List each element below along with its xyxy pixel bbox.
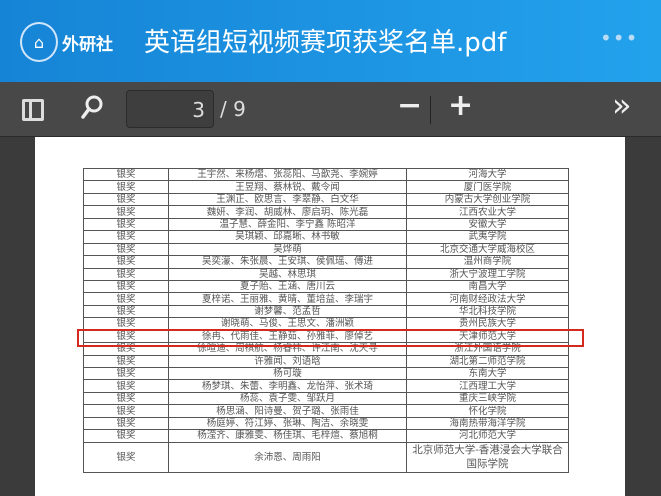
table-row: 银奖 杨滢齐、康雅雯、杨佳琪、毛梓煊、蔡旭桐 河北师范大学 <box>83 429 569 443</box>
award-cell: 银奖 <box>83 217 169 232</box>
school-cell: 重庆三峡学院 <box>406 391 569 406</box>
members-cell: 余沛恩、周雨阳 <box>168 441 407 473</box>
school-cell: 南昌大学 <box>406 279 569 294</box>
page-number-input[interactable]: 3 <box>126 90 214 128</box>
table-row: 银奖 魏妍、李润、胡威林、廖启玥、陈光磊 江西农业大学 <box>83 205 569 219</box>
school-cell: 海南热带海洋学院 <box>406 416 569 431</box>
more-tools-button[interactable]: » <box>612 86 632 124</box>
school-cell: 湖北第二师范学院 <box>406 354 569 369</box>
pdf-toolbar: 3 / 9 − + » <box>0 82 661 137</box>
members-cell: 王宇然、来杨熠、张蕊阳、马歆尧、李婉婷 <box>168 167 407 182</box>
members-cell: 杨思涵、阳诗曼、贺子璐、张雨佳 <box>168 404 407 418</box>
more-options-icon[interactable]: ••• <box>600 26 639 50</box>
award-cell: 银奖 <box>83 167 169 182</box>
document-title: 英语组短视频赛项获奖名单.pdf <box>144 28 507 58</box>
school-cell: 北京师范大学-香港浸会大学联合国际学院 <box>406 441 569 473</box>
table-row: 银奖 王渊正、欧思言、李翠静、白文华 内蒙古大学创业学院 <box>83 192 569 207</box>
table-row: 银奖 杨梦琪、朱蕾、李明鑫、龙怡萍、张术琦 江西理工大学 <box>83 379 569 393</box>
school-cell: 北京交通大学威海校区 <box>406 242 569 257</box>
table-row: 银奖 吴琪颖、邱嘉晰、林书敏 武夷学院 <box>83 230 569 244</box>
pdf-page: 银奖 王宇然、来杨熠、张蕊阳、马歆尧、李婉婷 河海大学 银奖 王昱翔、蔡林锐、戴令闻 厦门… <box>35 137 625 496</box>
award-cell: 银奖 <box>83 366 169 381</box>
table-row: 银奖 杨可璇 东南大学 <box>83 366 569 381</box>
award-cell: 银奖 <box>83 267 169 281</box>
table-row: 银奖 吴奕濛、朱张晨、王安琪、侯佩瑶、傅进 温州商学院 <box>83 255 569 269</box>
members-cell: 杨梦琪、朱蕾、李明鑫、龙怡萍、张术琦 <box>168 379 407 393</box>
members-cell: 杨庭婷、符江婷、张琳、陶洁、余晓雯 <box>168 416 407 431</box>
table-row: 银奖 吴烨萌 北京交通大学威海校区 <box>83 242 569 257</box>
award-cell: 银奖 <box>83 205 169 219</box>
award-table: 银奖 王宇然、来杨熠、张蕊阳、马歆尧、李婉婷 河海大学 银奖 王昱翔、蔡林锐、戴令闻 厦门… <box>83 167 569 473</box>
award-cell: 银奖 <box>83 180 169 194</box>
members-cell: 魏妍、李润、胡威林、廖启玥、陈光磊 <box>168 205 407 219</box>
zoom-out-button[interactable]: − <box>397 88 423 123</box>
award-cell: 银奖 <box>83 304 169 319</box>
school-cell: 浙大宁波理工学院 <box>406 267 569 281</box>
award-cell: 银奖 <box>83 416 169 431</box>
publisher-logo: ⌂ <box>20 22 58 62</box>
table-row: 银奖 余沛恩、周雨阳 北京师范大学-香港浸会大学联合国际学院 <box>83 441 569 473</box>
award-cell: 银奖 <box>83 404 169 418</box>
award-cell: 银奖 <box>83 255 169 269</box>
school-cell: 厦门医学院 <box>406 180 569 194</box>
zoom-in-button[interactable]: + <box>448 88 474 123</box>
award-cell: 银奖 <box>83 242 169 257</box>
table-row: 银奖 杨蕊、袁子雯、邹跃月 重庆三峡学院 <box>83 391 569 406</box>
table-row: 银奖 许雅闻、刘语晗 湖北第二师范学院 <box>83 354 569 369</box>
search-icon[interactable] <box>80 94 104 124</box>
highlight-box <box>77 329 584 347</box>
school-cell: 江西农业大学 <box>406 205 569 219</box>
members-cell: 吴琪颖、邱嘉晰、林书敏 <box>168 230 407 244</box>
members-cell: 杨蕊、袁子雯、邹跃月 <box>168 391 407 406</box>
members-cell: 吴越、林思琪 <box>168 267 407 281</box>
award-cell: 银奖 <box>83 279 169 294</box>
school-cell: 河海大学 <box>406 167 569 182</box>
table-row: 银奖 王宇然、来杨熠、张蕊阳、马歆尧、李婉婷 河海大学 <box>83 167 569 182</box>
table-row: 银奖 王昱翔、蔡林锐、戴令闻 厦门医学院 <box>83 180 569 194</box>
award-cell: 银奖 <box>83 391 169 406</box>
members-cell: 夏梓诺、王丽雅、黄晴、董培益、李瑞宇 <box>168 292 407 306</box>
table-row: 银奖 夏子贻、王涵、唐川云 南昌大学 <box>83 279 569 294</box>
app-header: ⌂ 外研社 英语组短视频赛项获奖名单.pdf ••• <box>0 0 661 82</box>
sidebar-toggle-icon[interactable] <box>22 99 44 121</box>
award-cell: 银奖 <box>83 354 169 369</box>
school-cell: 江西理工大学 <box>406 379 569 393</box>
award-cell: 银奖 <box>83 230 169 244</box>
table-row: 银奖 杨思涵、阳诗曼、贺子璐、张雨佳 怀化学院 <box>83 404 569 418</box>
table-row: 银奖 谢梦馨、范孟哲 华北科技学院 <box>83 304 569 319</box>
school-cell: 河南财经政法大学 <box>406 292 569 306</box>
page-total: / 9 <box>220 97 246 121</box>
school-cell: 怀化学院 <box>406 404 569 418</box>
award-cell: 银奖 <box>83 441 169 473</box>
school-cell: 河北师范大学 <box>406 429 569 443</box>
members-cell: 吴烨萌 <box>168 242 407 257</box>
members-cell: 杨可璇 <box>168 366 407 381</box>
members-cell: 夏子贻、王涵、唐川云 <box>168 279 407 294</box>
table-row: 银奖 杨庭婷、符江婷、张琳、陶洁、余晓雯 海南热带海洋学院 <box>83 416 569 431</box>
members-cell: 温子慧、薛金阳、李宁鑫 陈昭洋 <box>168 217 407 232</box>
members-cell: 王渊正、欧思言、李翠静、白文华 <box>168 192 407 207</box>
school-cell: 华北科技学院 <box>406 304 569 319</box>
school-cell: 内蒙古大学创业学院 <box>406 192 569 207</box>
members-cell: 许雅闻、刘语晗 <box>168 354 407 369</box>
members-cell: 吴奕濛、朱张晨、王安琪、侯佩瑶、傅进 <box>168 255 407 269</box>
award-cell: 银奖 <box>83 292 169 306</box>
award-cell: 银奖 <box>83 429 169 443</box>
table-row: 银奖 徐冉、代雨佳、王静茹、孙雅菲、廖倬艺 天津师范大学 <box>83 329 569 344</box>
award-cell: 银奖 <box>83 379 169 393</box>
members-cell: 杨滢齐、康雅雯、杨佳琪、毛梓煊、蔡旭桐 <box>168 429 407 443</box>
school-cell: 武夷学院 <box>406 230 569 244</box>
table-row: 银奖 温子慧、薛金阳、李宁鑫 陈昭洋 安徽大学 <box>83 217 569 232</box>
school-cell: 东南大学 <box>406 366 569 381</box>
members-cell: 谢梦馨、范孟哲 <box>168 304 407 319</box>
school-cell: 安徽大学 <box>406 217 569 232</box>
toolbar-divider <box>430 96 431 124</box>
brand-name: 外研社 <box>62 35 113 55</box>
members-cell: 王昱翔、蔡林锐、戴令闻 <box>168 180 407 194</box>
table-row: 银奖 吴越、林思琪 浙大宁波理工学院 <box>83 267 569 281</box>
table-row: 银奖 夏梓诺、王丽雅、黄晴、董培益、李瑞宇 河南财经政法大学 <box>83 292 569 306</box>
school-cell: 温州商学院 <box>406 255 569 269</box>
award-cell: 银奖 <box>83 192 169 207</box>
